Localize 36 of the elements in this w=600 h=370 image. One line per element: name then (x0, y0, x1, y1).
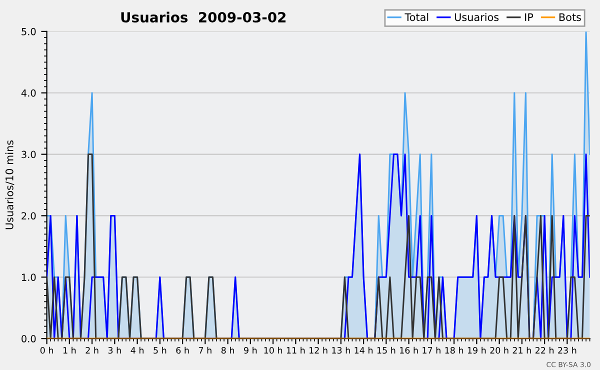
x-tick-label: 21 h (512, 346, 531, 354)
x-tick-label: 20 h (490, 346, 508, 354)
x-tick-label: 3 h (108, 346, 121, 354)
x-tick-label: 22 h (535, 346, 554, 354)
x-tick-label: 5 h (154, 346, 166, 354)
y-tick-label: 1.0 (22, 274, 36, 281)
y-tick-label: 4.0 (21, 89, 36, 97)
x-tick-label: 10 h (264, 346, 282, 354)
legend-label: Usuarios (454, 13, 499, 22)
legend-label: Total (404, 13, 428, 22)
x-tick-label: 6 h (176, 346, 189, 354)
x-tick-label: 8 h (221, 346, 234, 354)
x-tick-label: 14 h (354, 346, 373, 354)
x-tick-label: 9 h (244, 346, 257, 354)
y-tick-label: 5.0 (22, 28, 36, 36)
x-tick-label: 4 h (130, 346, 144, 354)
x-tick-label: 2 h (86, 346, 98, 354)
y-tick-label: 3.0 (22, 150, 36, 158)
x-tick-label: 11 h (286, 346, 305, 354)
x-tick-label: 15 h (377, 346, 396, 354)
legend-label: Bots (559, 13, 581, 22)
y-tick-label: 0.0 (22, 335, 36, 342)
legend-label: IP (525, 13, 534, 21)
y-axis-title: Usuarios/10 mins (5, 140, 14, 230)
y-tick-label: 2.0 (22, 212, 36, 220)
chart-title: Usuarios 2009-03-02 (121, 12, 286, 23)
x-tick-label: 13 h (332, 346, 350, 354)
x-tick-label: 19 h (468, 346, 486, 354)
x-tick-label: 1 h (63, 346, 76, 354)
x-tick-label: 16 h (400, 346, 418, 354)
x-tick-label: 17 h (422, 346, 440, 354)
x-tick-label: 7 h (198, 346, 212, 354)
x-tick-label: 0 h (40, 346, 54, 354)
x-tick-label: 18 h (445, 346, 464, 354)
x-tick-label: 23 h (558, 346, 576, 354)
x-tick-label: 12 h (310, 346, 328, 354)
